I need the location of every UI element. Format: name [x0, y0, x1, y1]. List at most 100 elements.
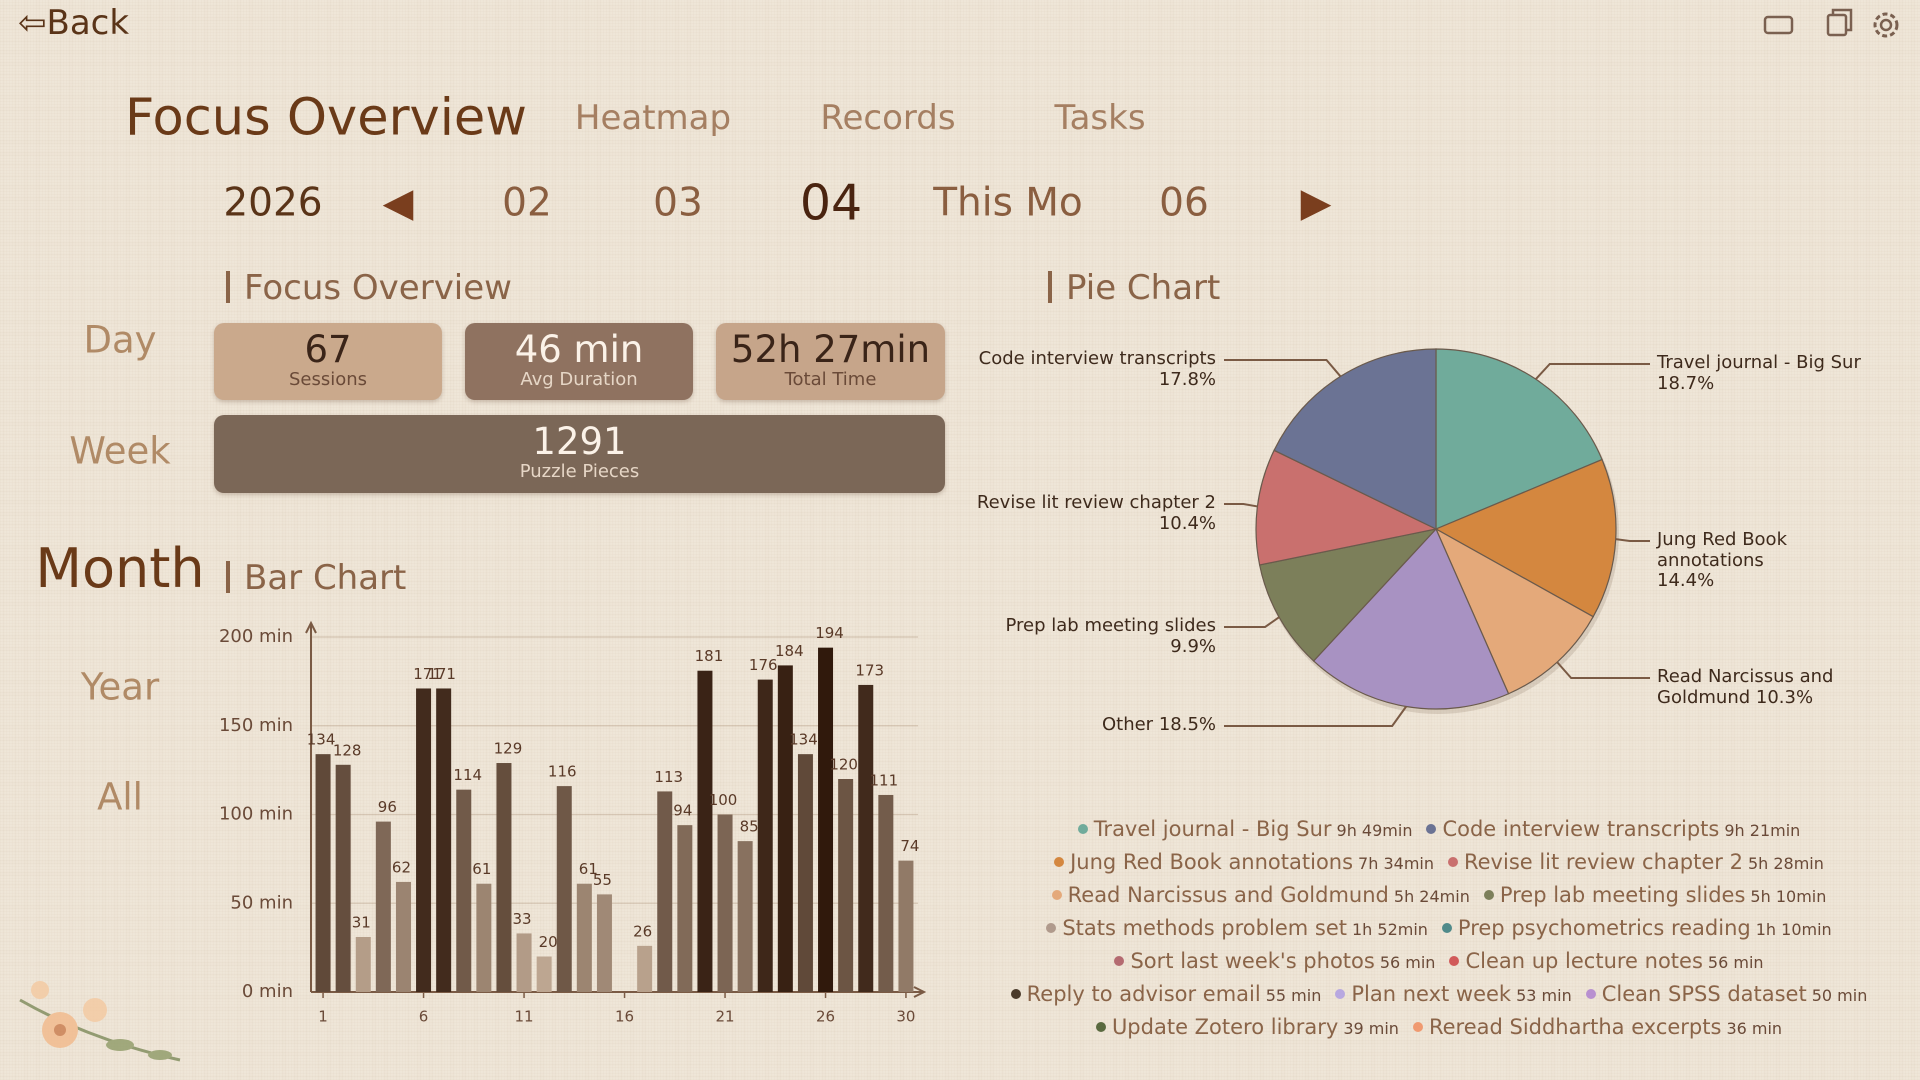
legend-name: Reply to advisor email	[1026, 982, 1261, 1006]
legend-swatch	[1114, 956, 1125, 966]
stat-label: Puzzle Pieces	[519, 461, 640, 482]
bar	[596, 894, 612, 992]
period-option[interactable]: Week	[69, 429, 171, 473]
legend-item[interactable]: Plan next week 53 min	[1335, 982, 1572, 1006]
legend-duration: 36 min	[1726, 1019, 1783, 1038]
bar	[777, 665, 793, 992]
legend-duration: 5h 10min	[1750, 887, 1827, 906]
legend-name: Sort last week's photos	[1130, 949, 1375, 973]
leader-line	[1224, 503, 1258, 508]
bar-value-label: 134	[307, 731, 336, 749]
legend-item[interactable]: Clean SPSS dataset 50 min	[1585, 982, 1867, 1006]
bar-value-label: 194	[815, 624, 844, 642]
tab[interactable]: Heatmap	[574, 98, 732, 138]
bar	[717, 814, 733, 992]
settings-button[interactable]	[1873, 12, 1899, 38]
stat-card: 1291 Puzzle Pieces	[214, 415, 945, 493]
legend-item[interactable]: Reply to advisor email 55 min	[1010, 982, 1321, 1006]
period-option[interactable]: All	[97, 775, 143, 819]
legend-duration: 9h 21min	[1724, 821, 1801, 840]
bar	[416, 688, 432, 992]
pie-label-value: 18.7%	[1657, 372, 1715, 394]
pie-label: Prep lab meeting slides 9.9%	[966, 615, 1217, 657]
y-tick-label: 150 min	[219, 715, 293, 736]
bar	[395, 881, 411, 992]
year-label[interactable]: 2026	[223, 180, 323, 226]
bar-value-label: 116	[548, 763, 577, 781]
legend-row: Read Narcissus and Goldmund 5h 24min Prep …	[939, 883, 1920, 907]
legend-swatch	[1426, 824, 1437, 834]
bar	[476, 883, 492, 992]
month-selected[interactable]: 04	[799, 174, 863, 232]
legend-item[interactable]: Travel journal - Big Sur 9h 49min	[1077, 817, 1412, 841]
pie-slice	[1258, 528, 1438, 662]
bar-value-label: 176	[749, 656, 778, 674]
legend-duration: 39 min	[1343, 1019, 1399, 1038]
pie-label: Other 18.5%	[966, 714, 1216, 736]
period-option[interactable]: Day	[83, 318, 157, 362]
tab[interactable]: Tasks	[1054, 98, 1146, 138]
legend-item[interactable]: Jung Red Book annotations 7h 34min	[1054, 850, 1434, 874]
x-tick-label: 26	[816, 1008, 835, 1026]
bar-value-label: 26	[633, 922, 652, 940]
bar	[637, 945, 653, 992]
leader-line	[1535, 363, 1650, 380]
y-axis-arrow	[305, 620, 317, 634]
legend-item[interactable]: Code interview transcripts 9h 21min	[1426, 817, 1800, 841]
x-tick-label: 16	[615, 1008, 634, 1026]
bar-value-label: 181	[695, 647, 724, 665]
pie-label-name: Code interview transcripts	[978, 348, 1216, 369]
minimize-button[interactable]	[1763, 15, 1794, 35]
legend-item[interactable]: Reread Siddhartha excerpts 36 min	[1412, 1015, 1783, 1039]
leader-line	[1615, 538, 1650, 542]
stat-card: 52h 27min Total Time	[716, 323, 945, 400]
bar-value-label: 96	[378, 798, 397, 816]
tab-active[interactable]: Focus Overview	[125, 88, 527, 148]
period-option[interactable]: Year	[80, 665, 160, 709]
pie-slice	[1255, 449, 1438, 566]
legend-item[interactable]: Stats methods problem set 1h 52min	[1046, 916, 1428, 940]
restore-button[interactable]	[1826, 8, 1853, 37]
prev-button[interactable]: ◀	[382, 180, 414, 226]
legend-swatch	[1054, 857, 1065, 867]
legend-name: Prep psychometrics reading	[1457, 916, 1751, 940]
legend-item[interactable]: Prep lab meeting slides 5h 10min	[1483, 883, 1827, 907]
bar	[898, 860, 914, 992]
legend-item[interactable]: Clean up lecture notes 56 min	[1449, 949, 1764, 973]
legend-swatch	[1585, 989, 1596, 999]
legend-name: Reread Siddhartha excerpts	[1428, 1015, 1722, 1039]
bar-value-label: 113	[654, 768, 683, 786]
month-option[interactable]: 03	[653, 180, 703, 226]
legend-item[interactable]: Revise lit review chapter 2 5h 28min	[1447, 850, 1824, 874]
month-option[interactable]: This Mo	[933, 180, 1083, 226]
bar	[556, 786, 572, 992]
tab[interactable]: Records	[820, 98, 956, 138]
month-option[interactable]: 06	[1159, 180, 1209, 226]
next-button[interactable]: ▶	[1300, 180, 1332, 226]
legend-item[interactable]: Sort last week's photos 56 min	[1114, 949, 1435, 973]
legend-name: Plan next week	[1351, 982, 1512, 1006]
bar-value-label: 111	[870, 771, 899, 789]
bar-value-label: 33	[513, 910, 532, 928]
leader-line	[1224, 616, 1280, 628]
legend-name: Update Zotero library	[1111, 1015, 1339, 1039]
legend-item[interactable]: Read Narcissus and Goldmund 5h 24min	[1051, 883, 1470, 907]
pie-slice	[1434, 458, 1617, 618]
period-selected[interactable]: Month	[35, 537, 205, 600]
legend-name: Stats methods problem set	[1062, 916, 1347, 940]
section-title: Focus Overview	[226, 271, 512, 305]
x-tick-label: 1	[318, 1008, 328, 1026]
bar	[576, 883, 592, 992]
leader-line	[1224, 359, 1342, 378]
bar-value-label: 61	[472, 860, 491, 878]
stat-label: Avg Duration	[520, 369, 638, 390]
legend-item[interactable]: Update Zotero library 39 min	[1095, 1015, 1399, 1039]
bar	[536, 956, 552, 992]
x-tick-label: 6	[419, 1008, 429, 1026]
legend-swatch	[1046, 923, 1057, 933]
pie-label-name: Revise lit review chapter 2	[976, 492, 1216, 513]
legend-item[interactable]: Prep psychometrics reading 1h 10min	[1441, 916, 1832, 940]
back-button[interactable]: ⇦Back	[18, 6, 129, 40]
bar	[677, 825, 693, 992]
month-option[interactable]: 02	[502, 180, 552, 226]
